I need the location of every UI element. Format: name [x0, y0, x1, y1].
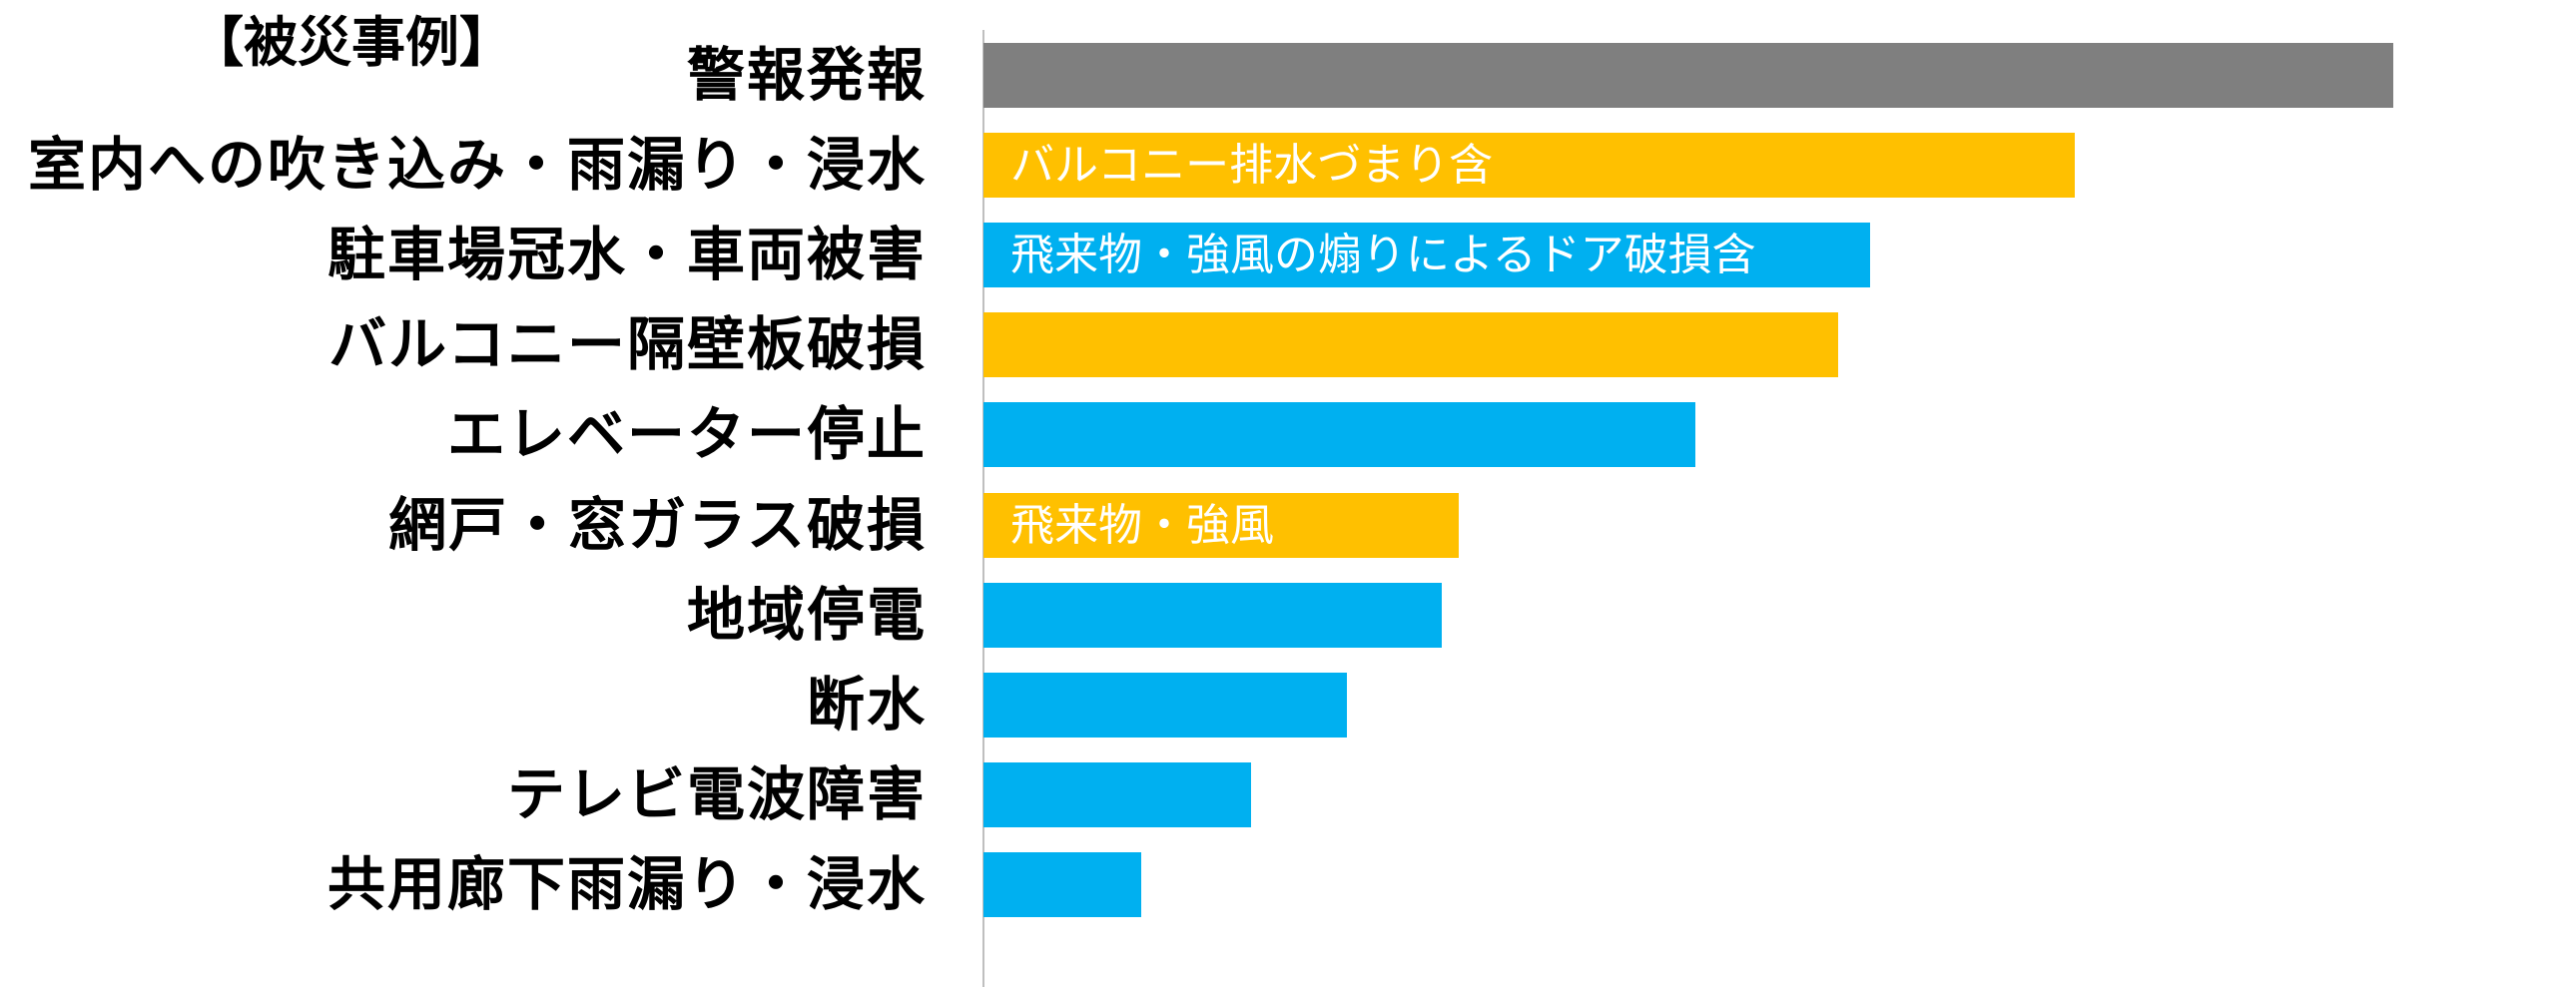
bar: バルコニー排水づまり含: [983, 133, 2075, 198]
bar-label: 飛来物・強風: [1010, 500, 1274, 551]
category-label: 地域停電: [686, 581, 927, 649]
bar: [983, 852, 1142, 917]
bar-row: 網戸・窓ガラス破損 飛来物・強風: [0, 493, 2576, 558]
bar: [983, 402, 1696, 467]
bar: [983, 43, 2393, 108]
bar-label: バルコニー排水づまり含: [1010, 140, 1494, 191]
bar-row: 室内への吹き込み・雨漏り・浸水 バルコニー排水づまり含: [0, 133, 2576, 198]
bar: 飛来物・強風: [983, 493, 1459, 558]
bar-row: 共用廊下雨漏り・浸水: [0, 852, 2576, 917]
bar: [983, 762, 1252, 827]
bar-row: バルコニー隔壁板破損: [0, 312, 2576, 377]
category-label: バルコニー隔壁板破損: [328, 310, 927, 378]
category-label: テレビ電波障害: [506, 760, 927, 828]
category-label: 警報発報: [686, 41, 927, 109]
bar: 飛来物・強風の煽りによるドア破損含: [983, 223, 1871, 287]
chart-title: 【被災事例】: [190, 11, 513, 74]
bar: [983, 583, 1442, 648]
category-label: 室内への吹き込み・雨漏り・浸水: [27, 131, 927, 199]
bar-row: エレベーター停止: [0, 402, 2576, 467]
bar-row: 断水: [0, 673, 2576, 738]
category-label: エレベーター停止: [446, 400, 927, 468]
category-label: 網戸・窓ガラス破損: [388, 491, 927, 559]
category-label: 断水: [806, 671, 927, 739]
bar-row: 警報発報: [0, 43, 2576, 108]
bar-row: 地域停電: [0, 583, 2576, 648]
bar-row: テレビ電波障害: [0, 762, 2576, 827]
bar-label: 飛来物・強風の煽りによるドア破損含: [1010, 230, 1756, 280]
bar: [983, 673, 1348, 738]
bar: [983, 312, 1838, 377]
bar-row: 駐車場冠水・車両被害 飛来物・強風の煽りによるドア破損含: [0, 223, 2576, 287]
category-label: 駐車場冠水・車両被害: [326, 221, 927, 288]
category-label: 共用廊下雨漏り・浸水: [326, 850, 927, 918]
